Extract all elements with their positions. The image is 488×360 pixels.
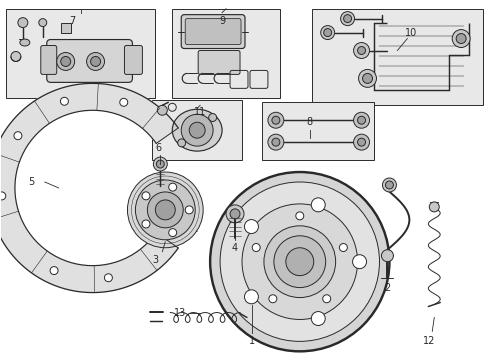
Circle shape <box>285 248 313 276</box>
Bar <box>172 9 279 98</box>
Circle shape <box>362 73 372 84</box>
Circle shape <box>168 229 176 237</box>
Circle shape <box>244 220 258 234</box>
Bar <box>311 9 482 105</box>
Polygon shape <box>0 84 178 293</box>
Bar <box>262 102 373 160</box>
Circle shape <box>273 236 325 288</box>
Text: 11: 11 <box>194 107 206 117</box>
Circle shape <box>357 138 365 146</box>
Circle shape <box>181 114 213 146</box>
Circle shape <box>322 295 330 303</box>
Bar <box>61 23 71 32</box>
Circle shape <box>142 192 150 200</box>
Circle shape <box>120 98 127 106</box>
Circle shape <box>147 192 183 228</box>
Circle shape <box>153 157 167 171</box>
FancyBboxPatch shape <box>185 19 241 45</box>
Text: 5: 5 <box>28 177 34 187</box>
Circle shape <box>357 116 365 124</box>
Circle shape <box>252 243 260 252</box>
Circle shape <box>455 33 465 44</box>
Circle shape <box>381 250 393 262</box>
Circle shape <box>220 182 379 341</box>
FancyBboxPatch shape <box>198 50 240 75</box>
Text: 3: 3 <box>152 255 158 265</box>
Circle shape <box>353 42 369 58</box>
Bar <box>6 9 155 98</box>
Circle shape <box>352 255 366 269</box>
Circle shape <box>358 69 376 87</box>
Circle shape <box>428 202 438 212</box>
Circle shape <box>244 290 258 304</box>
Circle shape <box>267 134 283 150</box>
Circle shape <box>340 12 354 26</box>
FancyBboxPatch shape <box>181 15 244 49</box>
Circle shape <box>18 18 28 28</box>
Circle shape <box>271 116 279 124</box>
FancyBboxPatch shape <box>124 45 142 75</box>
Circle shape <box>185 206 193 214</box>
Circle shape <box>177 139 185 147</box>
Circle shape <box>267 112 283 128</box>
Bar <box>152 100 242 160</box>
Circle shape <box>382 178 396 192</box>
Circle shape <box>295 212 303 220</box>
Circle shape <box>14 132 22 140</box>
Circle shape <box>168 183 176 191</box>
Circle shape <box>225 205 244 223</box>
Circle shape <box>353 134 369 150</box>
Ellipse shape <box>20 39 30 46</box>
Text: 8: 8 <box>306 117 312 127</box>
Circle shape <box>155 200 175 220</box>
Circle shape <box>127 172 203 248</box>
Circle shape <box>451 30 469 48</box>
Circle shape <box>385 181 393 189</box>
Circle shape <box>11 51 21 62</box>
Circle shape <box>210 172 388 351</box>
Circle shape <box>39 19 47 27</box>
Circle shape <box>339 243 346 252</box>
Text: 13: 13 <box>174 309 186 319</box>
Circle shape <box>229 209 240 219</box>
Circle shape <box>104 274 112 282</box>
Text: 2: 2 <box>384 283 390 293</box>
Text: 1: 1 <box>248 336 255 346</box>
Circle shape <box>61 57 71 67</box>
Circle shape <box>135 180 195 240</box>
Circle shape <box>323 28 331 37</box>
FancyBboxPatch shape <box>41 45 57 75</box>
Text: 10: 10 <box>405 28 417 37</box>
Circle shape <box>311 198 325 212</box>
Circle shape <box>61 97 68 105</box>
Circle shape <box>311 311 325 325</box>
Circle shape <box>208 113 216 121</box>
Text: 6: 6 <box>155 143 161 153</box>
Circle shape <box>189 122 205 138</box>
Text: 12: 12 <box>422 336 435 346</box>
Circle shape <box>320 26 334 40</box>
Circle shape <box>242 204 357 319</box>
Circle shape <box>343 15 351 23</box>
Text: 4: 4 <box>231 243 238 253</box>
Text: 9: 9 <box>219 15 224 26</box>
Circle shape <box>90 57 101 67</box>
Circle shape <box>86 53 104 71</box>
Circle shape <box>142 220 150 228</box>
Circle shape <box>357 46 365 54</box>
Circle shape <box>264 226 335 298</box>
FancyBboxPatch shape <box>47 40 132 82</box>
Ellipse shape <box>172 109 222 151</box>
Circle shape <box>157 105 167 115</box>
Circle shape <box>57 53 75 71</box>
Circle shape <box>156 160 164 168</box>
Circle shape <box>0 192 6 200</box>
Circle shape <box>271 138 279 146</box>
Circle shape <box>50 267 58 275</box>
Circle shape <box>353 112 369 128</box>
Text: 7: 7 <box>69 15 76 26</box>
Circle shape <box>268 295 276 303</box>
